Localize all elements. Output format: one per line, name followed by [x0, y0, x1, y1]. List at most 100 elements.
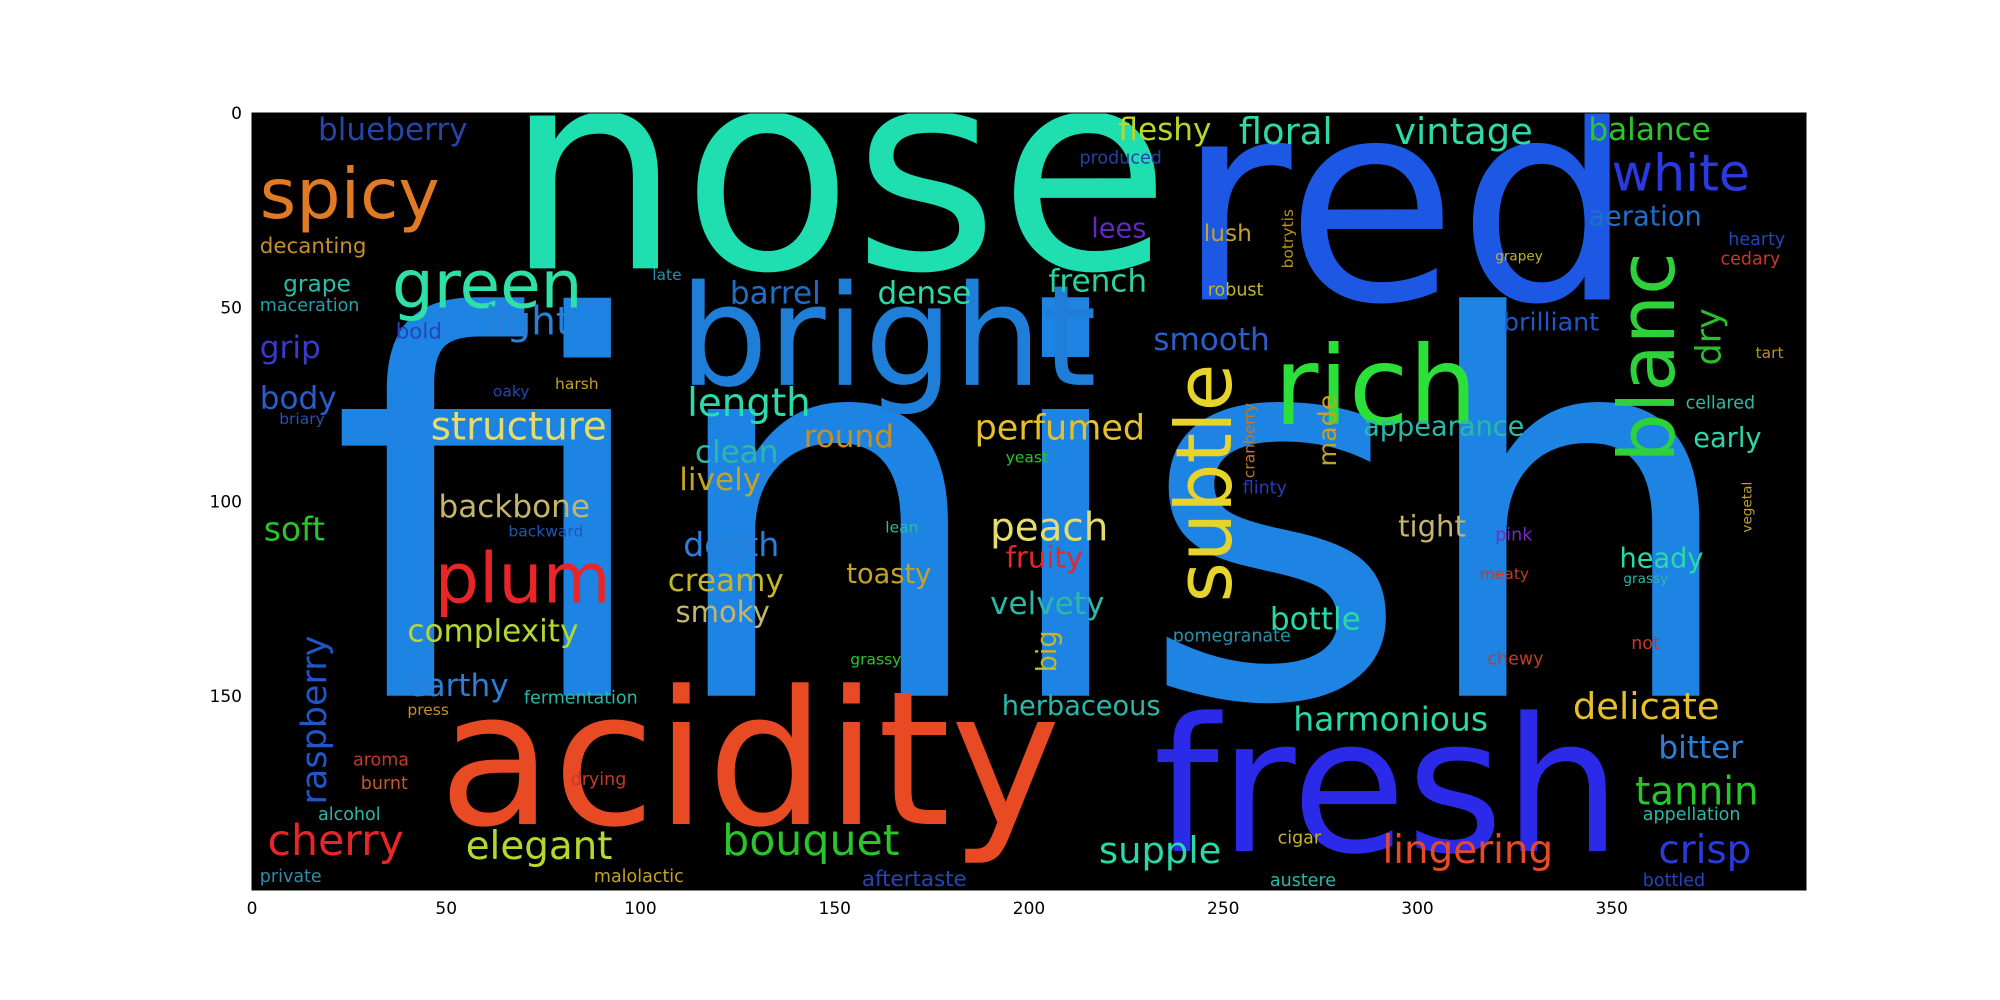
word-grip: grip [260, 330, 321, 366]
axis-ticks: 0 50 100 150 200 250 300 350 0 50 100 150 [210, 104, 1806, 919]
word-grape: grape [283, 271, 351, 298]
word-velvety: velvety [990, 586, 1104, 622]
word-floral: floral [1239, 110, 1333, 153]
word-elegant: elegant [466, 824, 613, 869]
word-pomegranate: pomegranate [1173, 626, 1291, 646]
word-not: not [1631, 634, 1660, 654]
word-backward: backward [508, 523, 583, 541]
word-bitter: bitter [1658, 730, 1743, 766]
word-cherry: cherry [268, 816, 404, 866]
word-decanting: decanting [260, 234, 367, 259]
word-fleshy: fleshy [1118, 112, 1211, 148]
x-tick-label: 350 [1596, 899, 1628, 919]
y-tick-label: 150 [210, 687, 242, 707]
word-rich: rich [1274, 323, 1478, 450]
word-vegetal: vegetal [1740, 482, 1756, 533]
word-backbone: backbone [439, 489, 591, 525]
word-tight: tight [1398, 510, 1466, 544]
word-big: big [1032, 630, 1063, 672]
word-lively: lively [679, 462, 761, 498]
word-appellation: appellation [1643, 805, 1741, 825]
word-grassy: grassy [1623, 571, 1668, 587]
word-tart: tart [1756, 344, 1784, 362]
word-herbaceous: herbaceous [1002, 691, 1161, 722]
word-blueberry: blueberry [318, 112, 468, 148]
word-grassy: grassy [850, 651, 901, 669]
word-acidity: acidity [439, 651, 1061, 868]
word-yeast: yeast [1006, 449, 1048, 467]
word-robust: robust [1208, 281, 1264, 301]
word-aftertaste: aftertaste [862, 867, 967, 892]
word-round: round [804, 419, 894, 455]
word-spicy: spicy [260, 154, 440, 235]
word-vintage: vintage [1394, 110, 1533, 153]
word-heady: heady [1620, 544, 1704, 575]
word-green: green [392, 246, 583, 323]
word-bouquet: bouquet [722, 816, 899, 866]
word-harsh: harsh [555, 375, 599, 393]
x-tick-label: 200 [1013, 899, 1045, 919]
word-earthy: earthy [407, 668, 508, 704]
word-tannin: tannin [1635, 770, 1759, 815]
plot-area [252, 113, 1806, 890]
y-tick-label: 0 [231, 104, 242, 124]
word-creamy: creamy [668, 563, 784, 599]
word-subtle: subtle [1160, 364, 1250, 603]
word-crisp: crisp [1658, 828, 1751, 873]
word-raspberry: raspberry [295, 636, 335, 805]
word-grapey: grapey [1495, 249, 1543, 265]
word-delicate: delicate [1573, 685, 1720, 728]
word-drying: drying [571, 770, 627, 790]
word-brilliant: brilliant [1503, 308, 1599, 337]
word-lush: lush [1204, 220, 1252, 247]
word-structure: structure [431, 404, 607, 449]
word-smooth: smooth [1153, 322, 1269, 358]
word-finish: finish [330, 209, 1744, 820]
word-bold: bold [396, 319, 442, 344]
x-tick-label: 150 [819, 899, 851, 919]
word-aroma: aroma [353, 751, 409, 771]
word-bright: bright [679, 255, 1096, 418]
word-harmonious: harmonious [1293, 700, 1488, 739]
word-burnt: burnt [361, 774, 408, 794]
word-private: private [260, 867, 322, 887]
word-produced: produced [1080, 149, 1162, 169]
word-body: body [260, 380, 337, 416]
word-pink: pink [1495, 525, 1533, 545]
word-toasty: toasty [846, 559, 931, 590]
x-tick-label: 300 [1401, 899, 1433, 919]
word-austere: austere [1270, 871, 1336, 891]
word-blanc: blanc [1603, 252, 1693, 462]
word-early: early [1693, 423, 1761, 454]
y-tick-label: 100 [210, 493, 242, 513]
word-briary: briary [279, 410, 325, 428]
word-plum: plum [435, 539, 611, 620]
word-fresh: fresh [1153, 678, 1621, 895]
word-lees: lees [1091, 213, 1146, 244]
word-balance: balance [1588, 112, 1710, 148]
word-light: light [485, 299, 571, 344]
x-tick-label: 100 [624, 899, 656, 919]
word-bottled: bottled [1643, 871, 1705, 891]
word-aeration: aeration [1588, 202, 1701, 233]
word-alcohol: alcohol [318, 805, 381, 825]
word-dense: dense [878, 275, 972, 311]
word-complexity: complexity [407, 613, 578, 649]
word-perfumed: perfumed [975, 408, 1146, 448]
word-appearance: appearance [1363, 412, 1524, 443]
word-cedary: cedary [1721, 250, 1781, 270]
word-lean: lean [885, 519, 918, 537]
word-cellared: cellared [1686, 393, 1756, 413]
word-soft: soft [264, 509, 325, 548]
word-depth: depth [683, 525, 779, 564]
word-clean: clean [695, 435, 779, 471]
word-nose: nose [505, 8, 1171, 334]
word-flinty: flinty [1243, 479, 1287, 499]
word-dry: dry [1690, 308, 1730, 365]
word-maceration: maceration [260, 296, 360, 316]
x-tick-label: 250 [1207, 899, 1239, 919]
word-late: late [652, 266, 681, 284]
